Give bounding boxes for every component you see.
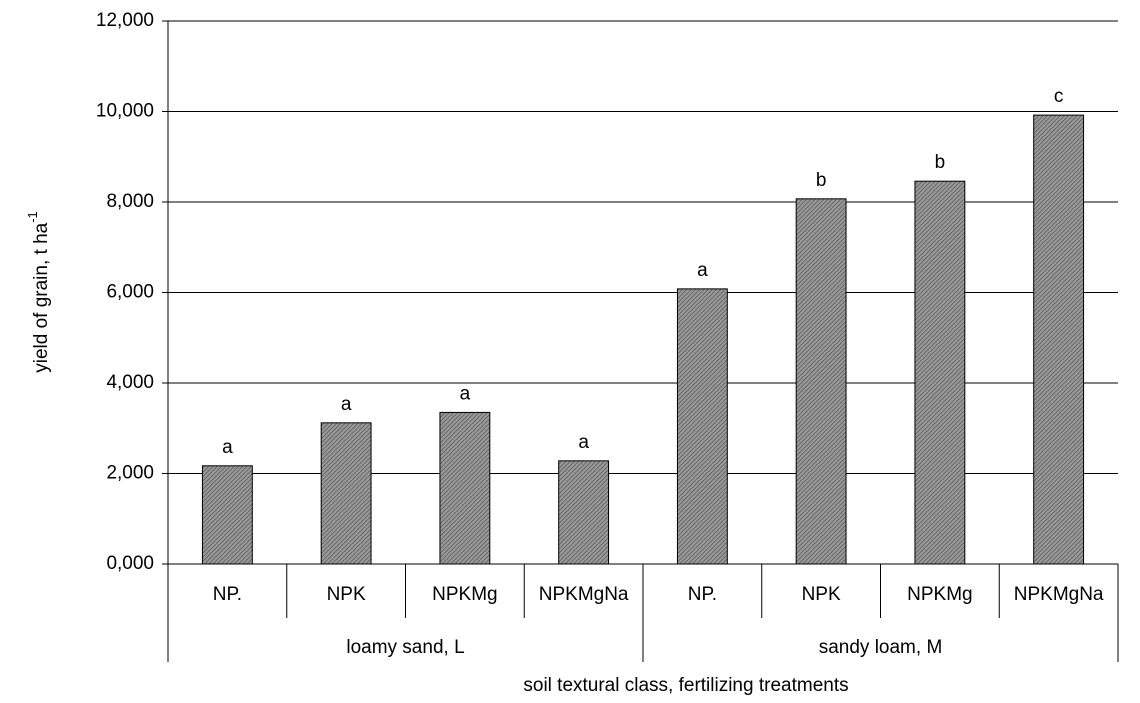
bar	[320, 422, 372, 565]
y-axis-title-sup: -1	[25, 211, 40, 223]
bar	[439, 411, 491, 565]
x-tick-label: NPKMgNa	[539, 584, 629, 605]
y-tick-label: 2,000	[106, 463, 154, 484]
significance-letter: a	[222, 437, 233, 458]
x-tick-label: NPK	[802, 584, 841, 605]
significance-letter: a	[578, 432, 589, 453]
bar	[201, 465, 253, 565]
y-tick-label: 4,000	[106, 372, 154, 393]
y-tick-label: 10,000	[96, 101, 154, 122]
x-tick-label: NPKMgNa	[1014, 584, 1104, 605]
significance-letter: c	[1054, 86, 1064, 107]
y-tick-label: 12,000	[96, 10, 154, 31]
x-axis-title: soil textural class, fertilizing treatme…	[523, 675, 848, 696]
group-label: sandy loam, M	[819, 637, 943, 658]
y-axis-title: yield of grain, t ha-1	[25, 211, 52, 373]
bar	[795, 198, 847, 565]
y-tick-label: 8,000	[106, 191, 154, 212]
bar	[1033, 114, 1085, 565]
x-tick-label: NPKMg	[432, 584, 497, 605]
significance-letter: a	[697, 260, 708, 281]
group-label: loamy sand, L	[346, 637, 464, 658]
bar	[914, 180, 966, 565]
x-tick-label: NPK	[327, 584, 366, 605]
x-tick-label: NPKMg	[907, 584, 972, 605]
significance-letter: b	[816, 170, 827, 191]
significance-letter: a	[460, 383, 471, 404]
bar	[558, 460, 610, 565]
significance-letter: b	[935, 152, 946, 173]
y-tick-label: 6,000	[106, 282, 154, 303]
x-tick-label: NP.	[213, 584, 242, 605]
significance-letter: a	[341, 394, 352, 415]
y-axis-title-main: yield of grain, t ha	[31, 222, 52, 372]
bar	[676, 288, 728, 565]
y-tick-label: 0,000	[106, 553, 154, 574]
x-tick-label: NP.	[688, 584, 717, 605]
